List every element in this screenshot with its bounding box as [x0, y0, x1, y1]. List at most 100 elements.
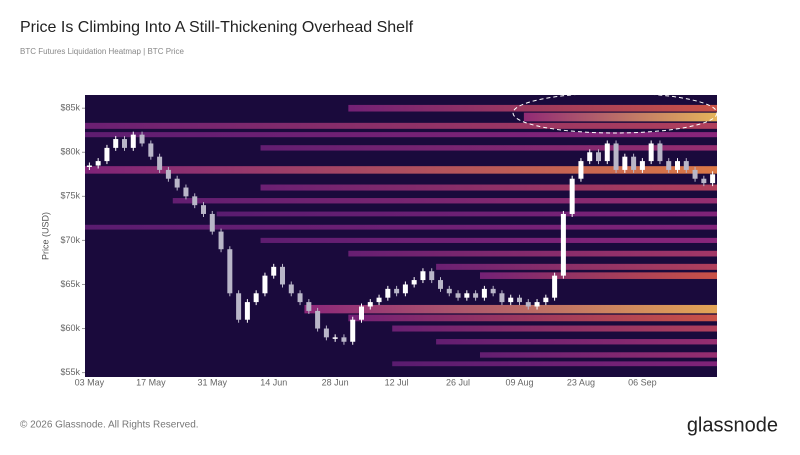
candle [280, 266, 285, 285]
y-tick-label: $60k [60, 323, 80, 333]
liquidation-band [85, 166, 717, 174]
candle [139, 134, 145, 144]
candle [508, 297, 514, 303]
candle [692, 169, 698, 179]
x-tick-label: 26 Jul [446, 377, 470, 387]
candle [710, 174, 716, 184]
liquidation-band [85, 122, 717, 129]
y-tick-label: $55k [60, 367, 80, 377]
liquidation-band [436, 339, 717, 345]
candle [385, 288, 391, 298]
candle [701, 178, 707, 184]
liquidation-band [523, 112, 717, 122]
candle [95, 161, 101, 166]
candle [350, 319, 356, 342]
candle [201, 205, 206, 214]
candle [288, 284, 294, 294]
candle [183, 187, 189, 197]
candle [464, 293, 470, 298]
y-tick-label: $80k [60, 147, 80, 157]
candle [367, 302, 373, 307]
liquidation-band [392, 325, 717, 332]
candle [227, 249, 233, 294]
candle [306, 302, 312, 311]
candle [455, 293, 461, 298]
liquidation-band [172, 198, 717, 204]
candle [560, 213, 566, 276]
x-tick-label: 03 May [75, 377, 105, 387]
liquidation-band [85, 132, 717, 138]
candle [604, 143, 610, 162]
candle [244, 302, 250, 320]
candle [639, 161, 645, 170]
candle [534, 302, 540, 307]
liquidation-band [260, 184, 717, 191]
candle [359, 306, 364, 320]
x-tick-label: 12 Jul [385, 377, 409, 387]
candle [104, 147, 110, 162]
candle [130, 134, 136, 148]
candle [86, 165, 92, 167]
candle [341, 337, 347, 342]
liquidation-band [480, 352, 717, 358]
candle [315, 310, 321, 329]
x-tick-label: 23 Aug [567, 377, 595, 387]
x-tick-label: 14 Jun [260, 377, 287, 387]
candle [148, 143, 154, 157]
candle [209, 213, 215, 232]
plot-background [85, 95, 717, 377]
candle [587, 152, 593, 162]
candle [174, 178, 180, 188]
liquidation-band [260, 237, 717, 243]
logo: glassnode [687, 414, 778, 436]
candle [481, 288, 487, 298]
candle [675, 161, 680, 170]
candle [657, 143, 663, 162]
candle [648, 143, 654, 162]
candle [411, 280, 417, 285]
candle [332, 337, 338, 339]
candle [157, 156, 163, 170]
candle [525, 302, 531, 307]
candle [543, 297, 549, 303]
heatmap [85, 104, 717, 367]
candle [253, 293, 259, 303]
candle [218, 231, 224, 250]
x-tick-label: 17 May [136, 377, 166, 387]
candle [394, 288, 400, 294]
x-tick-label: 06 Sep [628, 377, 657, 387]
liquidation-band [260, 145, 717, 151]
annotation-ellipse [512, 92, 718, 134]
candle [490, 288, 496, 294]
candle [165, 169, 171, 179]
candle [613, 143, 619, 170]
x-tick-label: 31 May [198, 377, 228, 387]
candle [631, 156, 637, 170]
candle [438, 280, 443, 289]
candle [578, 161, 584, 179]
y-tick-label: $75k [60, 191, 80, 201]
candle [596, 152, 601, 162]
candle [297, 293, 303, 303]
chart-subtitle: BTC Futures Liquidation Heatmap | BTC Pr… [20, 47, 184, 56]
candle [271, 266, 277, 276]
candle [552, 275, 558, 298]
liquidation-band [85, 224, 717, 230]
chart-title: Price Is Climbing Into A Still-Thickenin… [20, 19, 414, 36]
candle [622, 156, 628, 170]
candle [376, 297, 382, 303]
candle [113, 139, 119, 148]
liquidation-band [348, 104, 717, 112]
y-tick-label: $85k [60, 103, 80, 113]
candle [192, 196, 198, 206]
liquidation-band [348, 314, 717, 322]
liquidation-band [480, 272, 717, 279]
y-tick-label: $70k [60, 235, 80, 245]
candle [446, 288, 452, 294]
candle [517, 297, 522, 303]
liquidation-band [216, 211, 717, 217]
candle [473, 293, 479, 298]
liquidation-band [348, 250, 717, 257]
candle [236, 293, 242, 320]
